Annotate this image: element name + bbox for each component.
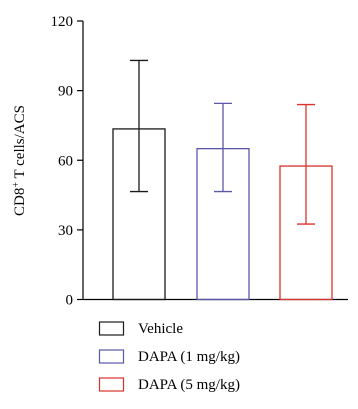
y-tick-label: 60 (58, 153, 73, 169)
y-axis: 0 30 60 90 120 (51, 14, 84, 309)
y-axis-title-main: CD8 (12, 188, 28, 216)
legend-swatch (98, 349, 125, 364)
y-axis-title: CD8+ T cells/ACS (11, 105, 29, 216)
legend-item: DAPA (5 mg/kg) (98, 377, 240, 393)
legend-label: DAPA (1 mg/kg) (138, 349, 240, 365)
error-bar (214, 102, 232, 193)
legend-label: Vehicle (138, 321, 183, 337)
y-tick-label: 120 (51, 14, 74, 30)
legend-item: DAPA (1 mg/kg) (98, 349, 240, 365)
legend-swatch (98, 377, 125, 392)
error-bar (297, 103, 315, 225)
legend-swatch (98, 321, 125, 336)
error-bar (130, 59, 148, 193)
y-axis-title-sup: + (11, 182, 22, 188)
y-axis-title-rest: T cells/ACS (12, 105, 28, 182)
y-tick-label: 90 (58, 84, 73, 100)
y-tick-label: 30 (58, 223, 73, 239)
legend: Vehicle DAPA (1 mg/kg) DAPA (5 mg/kg) (98, 321, 240, 393)
error-bars (130, 59, 315, 225)
y-tick-label: 0 (66, 293, 74, 309)
y-ticks: 0 30 60 90 120 (51, 14, 83, 309)
legend-item: Vehicle (98, 321, 183, 337)
legend-label: DAPA (5 mg/kg) (138, 377, 240, 393)
